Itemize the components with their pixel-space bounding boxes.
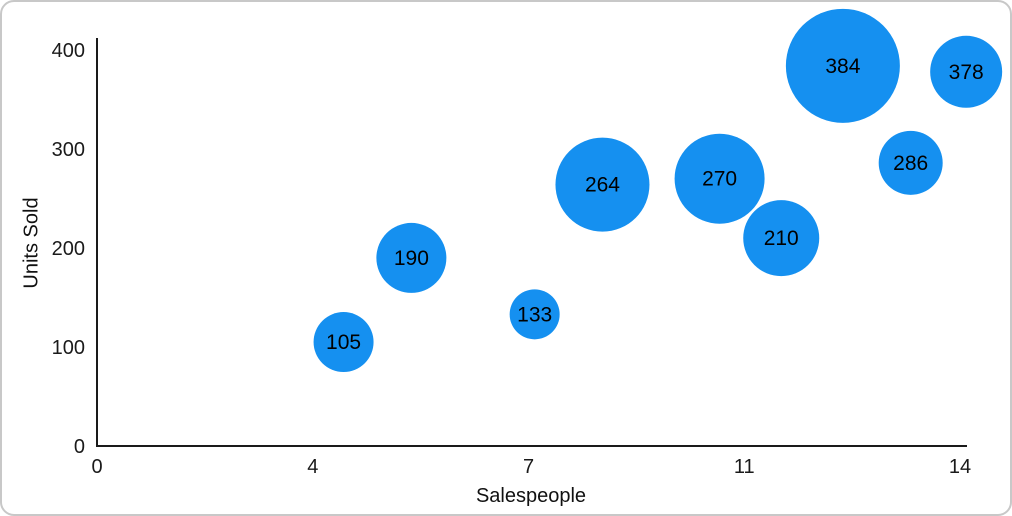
y-tick-label: 0: [74, 436, 85, 458]
bubble: [509, 289, 560, 340]
y-axis-title: Units Sold: [20, 197, 43, 289]
x-tick-label: 0: [91, 456, 102, 478]
y-tick-label: 200: [52, 238, 85, 260]
bubble-value-label: 210: [764, 227, 799, 250]
bubble-value-label: 190: [394, 247, 429, 270]
bubble-value-label: 264: [585, 174, 620, 197]
y-tick-label: 400: [52, 40, 85, 62]
bubble-value-label: 384: [825, 55, 860, 78]
bubble-value-label: 270: [702, 168, 737, 191]
bubble-value-label: 105: [326, 331, 361, 354]
bubble: [878, 130, 943, 195]
bubble-value-label: 133: [517, 303, 552, 326]
bubble-value-label: 286: [893, 152, 928, 175]
bubble: [674, 133, 765, 224]
bubble: [376, 222, 447, 293]
x-axis-title: Salespeople: [475, 485, 587, 507]
x-tick-label: 11: [734, 456, 755, 478]
x-tick-label: 7: [523, 456, 534, 478]
bubble: [743, 200, 820, 277]
x-tick-label: 14: [949, 456, 971, 478]
bubble-value-label: 378: [949, 61, 984, 84]
bubble: [555, 137, 650, 232]
bubble: [930, 35, 1003, 108]
bubble: [785, 8, 900, 123]
y-tick-label: 100: [52, 337, 85, 359]
bubble: [313, 312, 374, 373]
y-tick-label: 300: [52, 139, 85, 161]
x-tick-label: 4: [307, 456, 318, 478]
